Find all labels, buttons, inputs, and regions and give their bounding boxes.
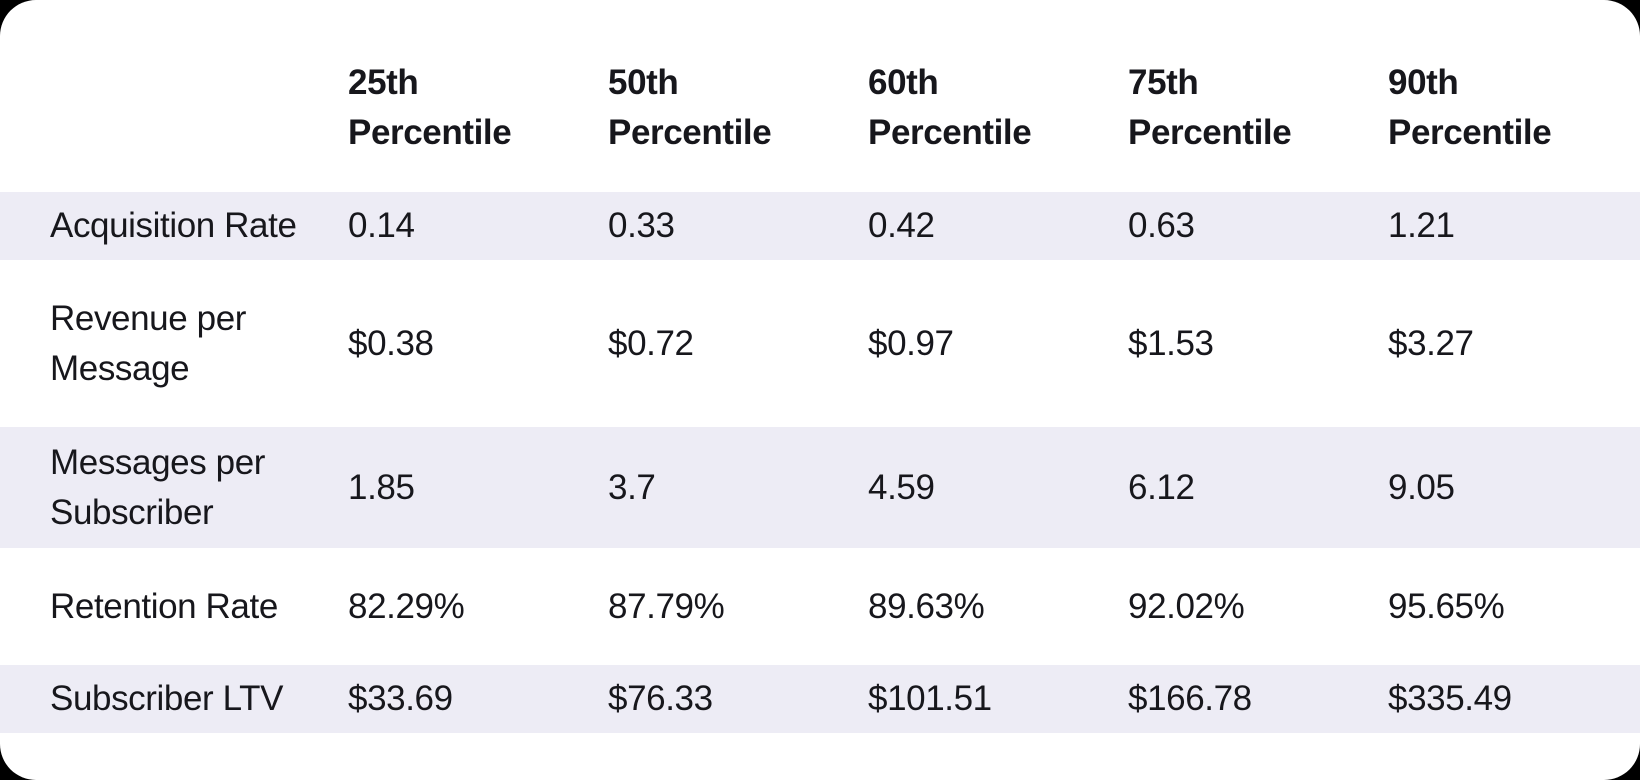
table-cell: 0.63 bbox=[1128, 206, 1195, 245]
table-cell: 4.59 bbox=[868, 467, 935, 507]
table-cell: 87.79% bbox=[608, 586, 725, 626]
column-header-25th: 25th Percentile bbox=[348, 63, 512, 152]
table-row-messages-per-subscriber: Messages per Subscriber 1.85 3.7 4.59 6.… bbox=[0, 427, 1640, 548]
table-cell: $33.69 bbox=[348, 679, 453, 718]
row-label: Revenue per Message bbox=[50, 298, 247, 388]
table-cell: 82.29% bbox=[348, 586, 465, 626]
table-cell: $3.27 bbox=[1388, 323, 1474, 363]
table-cell: 6.12 bbox=[1128, 467, 1195, 507]
table-header-row: 25th Percentile 50th Percentile 60th Per… bbox=[0, 0, 1640, 192]
table-cell: 1.85 bbox=[348, 467, 415, 507]
table-row-subscriber-ltv: Subscriber LTV $33.69 $76.33 $101.51 $16… bbox=[0, 665, 1640, 733]
table-row-acquisition-rate: Acquisition Rate 0.14 0.33 0.42 0.63 1.2… bbox=[0, 192, 1640, 260]
row-label: Acquisition Rate bbox=[50, 206, 297, 245]
table-cell: $166.78 bbox=[1128, 679, 1252, 718]
table-cell: 0.14 bbox=[348, 206, 415, 245]
table-cell: $335.49 bbox=[1388, 679, 1512, 718]
column-header-90th: 90th Percentile bbox=[1388, 63, 1552, 152]
table-row-revenue-per-message: Revenue per Message $0.38 $0.72 $0.97 $1… bbox=[0, 260, 1640, 427]
table-cell: 0.42 bbox=[868, 206, 935, 245]
table-cell: 89.63% bbox=[868, 586, 985, 626]
table-cell: 1.21 bbox=[1388, 206, 1455, 245]
table-cell: 0.33 bbox=[608, 206, 675, 245]
row-label: Retention Rate bbox=[50, 586, 278, 626]
table-cell: $76.33 bbox=[608, 679, 713, 718]
table-row-retention-rate: Retention Rate 82.29% 87.79% 89.63% 92.0… bbox=[0, 548, 1640, 665]
table-cell: $1.53 bbox=[1128, 323, 1214, 363]
table-cell: $0.38 bbox=[348, 323, 434, 363]
table-cell: $0.97 bbox=[868, 323, 954, 363]
table-cell: 95.65% bbox=[1388, 586, 1505, 626]
table-cell: $0.72 bbox=[608, 323, 694, 363]
column-header-50th: 50th Percentile bbox=[608, 63, 772, 152]
table-cell: 9.05 bbox=[1388, 467, 1455, 507]
table-cell: $101.51 bbox=[868, 679, 992, 718]
card-bottom-padding bbox=[0, 733, 1640, 780]
row-label: Subscriber LTV bbox=[50, 679, 284, 718]
row-label: Messages per Subscriber bbox=[50, 442, 266, 532]
table-cell: 3.7 bbox=[608, 467, 656, 507]
column-header-60th: 60th Percentile bbox=[868, 63, 1032, 152]
table-cell: 92.02% bbox=[1128, 586, 1245, 626]
column-header-75th: 75th Percentile bbox=[1128, 63, 1292, 152]
